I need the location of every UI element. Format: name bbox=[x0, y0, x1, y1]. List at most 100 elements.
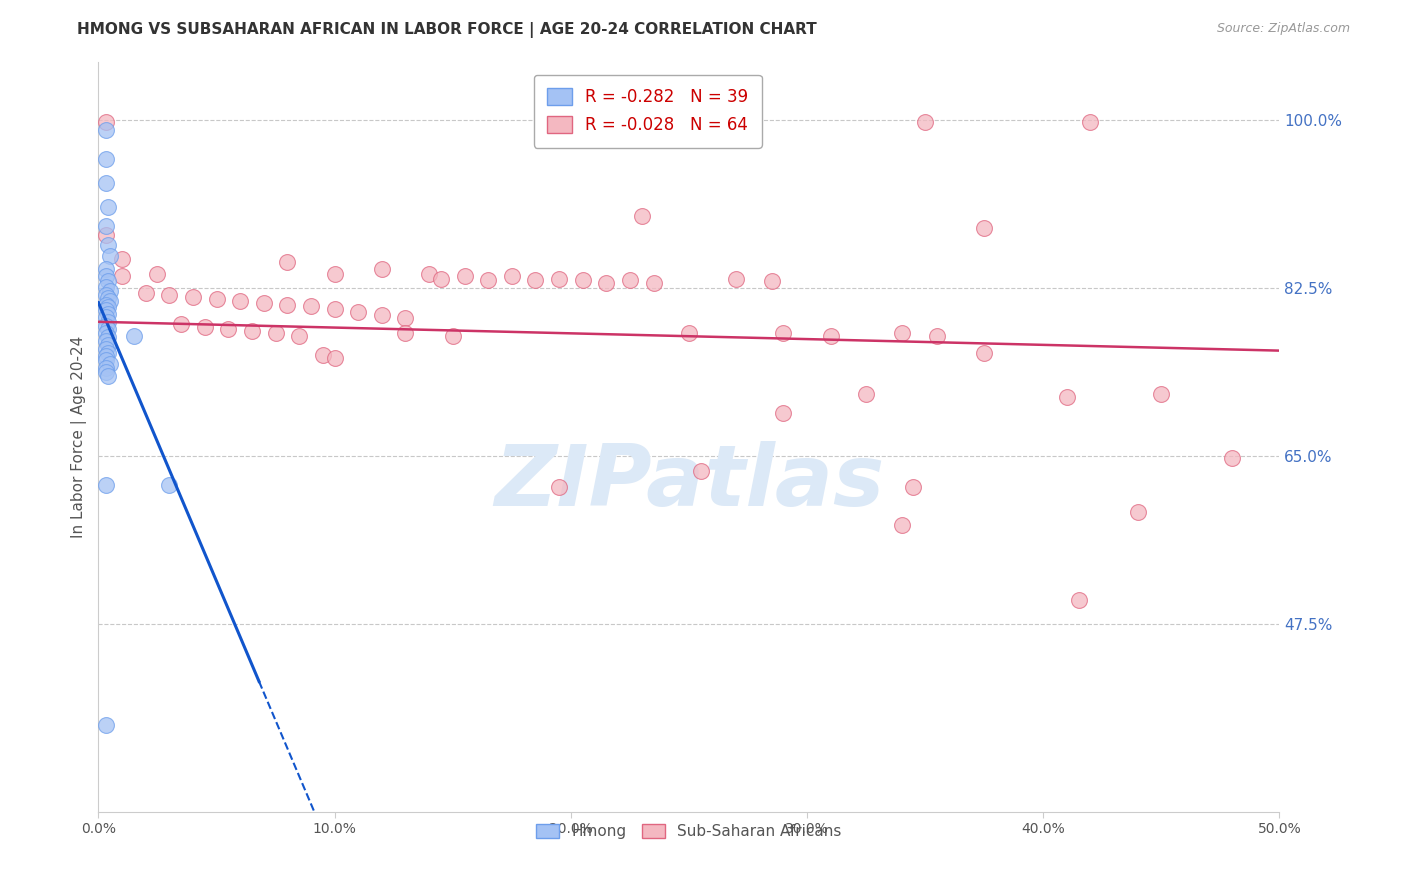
Point bbox=[97, 330, 120, 344]
Point bbox=[890, 518, 912, 533]
Point bbox=[347, 305, 370, 319]
Point bbox=[94, 297, 117, 311]
Point bbox=[418, 267, 440, 281]
Point bbox=[276, 255, 298, 269]
Point bbox=[97, 307, 120, 321]
Point bbox=[772, 406, 794, 420]
Point bbox=[323, 302, 346, 317]
Point bbox=[94, 262, 117, 277]
Point bbox=[94, 268, 117, 283]
Point bbox=[94, 342, 117, 356]
Point bbox=[94, 353, 117, 368]
Point bbox=[890, 326, 912, 341]
Point bbox=[170, 317, 193, 331]
Point bbox=[1067, 593, 1090, 607]
Point bbox=[94, 318, 117, 333]
Point bbox=[97, 275, 120, 289]
Point bbox=[94, 350, 117, 364]
Point bbox=[394, 310, 416, 325]
Point bbox=[94, 334, 117, 348]
Point bbox=[903, 480, 925, 494]
Point bbox=[914, 115, 936, 129]
Point bbox=[181, 290, 204, 304]
Point bbox=[94, 326, 117, 341]
Point bbox=[548, 480, 571, 494]
Point bbox=[855, 387, 877, 401]
Point bbox=[1150, 387, 1173, 401]
Point bbox=[276, 297, 298, 311]
Point bbox=[229, 293, 252, 308]
Point bbox=[97, 200, 120, 214]
Text: ZIPatlas: ZIPatlas bbox=[494, 441, 884, 524]
Point bbox=[97, 368, 120, 383]
Point bbox=[111, 252, 134, 267]
Point bbox=[94, 280, 117, 294]
Point bbox=[820, 329, 842, 343]
Point bbox=[312, 348, 335, 362]
Point bbox=[217, 322, 239, 336]
Point bbox=[94, 365, 117, 379]
Point bbox=[146, 267, 169, 281]
Point bbox=[98, 293, 121, 308]
Point bbox=[288, 329, 311, 343]
Point bbox=[94, 310, 117, 324]
Point bbox=[98, 250, 121, 264]
Point bbox=[97, 322, 120, 336]
Point bbox=[630, 209, 652, 223]
Point bbox=[772, 326, 794, 341]
Point bbox=[430, 271, 453, 285]
Point bbox=[571, 273, 593, 287]
Text: HMONG VS SUBSAHARAN AFRICAN IN LABOR FORCE | AGE 20-24 CORRELATION CHART: HMONG VS SUBSAHARAN AFRICAN IN LABOR FOR… bbox=[77, 22, 817, 38]
Y-axis label: In Labor Force | Age 20-24: In Labor Force | Age 20-24 bbox=[72, 336, 87, 538]
Point bbox=[111, 268, 134, 283]
Point bbox=[240, 325, 263, 339]
Point bbox=[97, 338, 120, 352]
Point bbox=[94, 478, 117, 492]
Point bbox=[595, 277, 617, 291]
Point bbox=[643, 277, 665, 291]
Point bbox=[761, 275, 783, 289]
Point bbox=[524, 273, 547, 287]
Point bbox=[194, 319, 217, 334]
Point bbox=[97, 238, 120, 252]
Point bbox=[97, 301, 120, 315]
Point bbox=[97, 345, 120, 359]
Point bbox=[973, 220, 995, 235]
Point bbox=[371, 308, 394, 322]
Point bbox=[94, 176, 117, 190]
Point bbox=[323, 351, 346, 366]
Point bbox=[973, 345, 995, 359]
Point bbox=[98, 357, 121, 371]
Point bbox=[157, 288, 180, 302]
Point bbox=[97, 291, 120, 305]
Point bbox=[689, 464, 711, 478]
Point bbox=[441, 329, 464, 343]
Point bbox=[94, 360, 117, 375]
Point bbox=[135, 285, 157, 300]
Point bbox=[94, 718, 117, 732]
Point bbox=[94, 115, 117, 129]
Point bbox=[94, 228, 117, 243]
Point bbox=[94, 152, 117, 166]
Point bbox=[477, 273, 499, 287]
Legend: Hmong, Sub-Saharan Africans: Hmong, Sub-Saharan Africans bbox=[530, 818, 848, 846]
Text: Source: ZipAtlas.com: Source: ZipAtlas.com bbox=[1216, 22, 1350, 36]
Point bbox=[157, 478, 180, 492]
Point bbox=[371, 262, 394, 277]
Point bbox=[925, 329, 948, 343]
Point bbox=[253, 295, 276, 310]
Point bbox=[548, 271, 571, 285]
Point bbox=[97, 315, 120, 329]
Point bbox=[725, 271, 748, 285]
Point bbox=[205, 292, 228, 306]
Point bbox=[122, 329, 145, 343]
Point bbox=[1220, 451, 1243, 466]
Point bbox=[394, 326, 416, 341]
Point bbox=[1080, 115, 1102, 129]
Point bbox=[94, 288, 117, 302]
Point bbox=[678, 326, 700, 341]
Point bbox=[323, 267, 346, 281]
Point bbox=[501, 268, 523, 283]
Point bbox=[98, 284, 121, 298]
Point bbox=[453, 268, 475, 283]
